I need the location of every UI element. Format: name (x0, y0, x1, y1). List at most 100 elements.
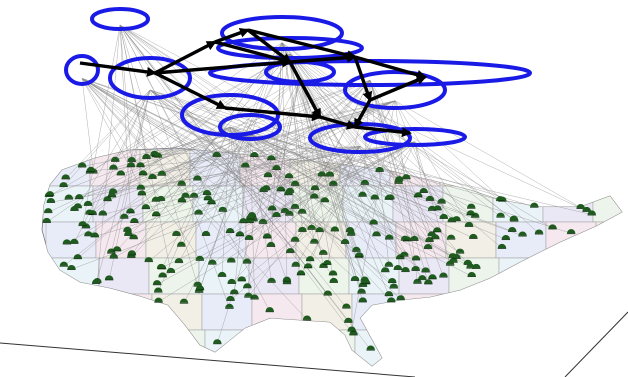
backbone-arrow (214, 28, 250, 44)
half-disc-icon (59, 182, 68, 188)
half-disc-icon (360, 279, 370, 285)
half-disc-icon (202, 190, 212, 196)
half-disc-icon (329, 180, 338, 186)
half-disc-icon (298, 226, 307, 232)
connector-line (77, 126, 231, 259)
connector-line (82, 24, 121, 226)
connector-line (249, 134, 471, 268)
half-disc-icon (305, 256, 315, 262)
half-disc-icon (45, 191, 55, 197)
half-disc-icon (419, 187, 428, 193)
state-region (601, 293, 622, 331)
half-disc-icon (218, 206, 227, 212)
half-disc-icon (508, 226, 517, 232)
state-region (501, 293, 553, 331)
half-disc-icon (227, 257, 236, 263)
half-disc-icon (263, 172, 273, 178)
connector-line (270, 42, 283, 247)
half-disc-icon (42, 217, 51, 223)
half-disc-icon (85, 209, 94, 215)
half-disc-icon (369, 219, 378, 225)
connector-line (250, 80, 371, 219)
half-disc-icon (384, 261, 394, 267)
half-disc-icon (381, 267, 390, 273)
connector-line (81, 78, 268, 238)
base-plane-edge (0, 342, 416, 377)
half-disc-icon (495, 196, 505, 202)
half-disc-icon (576, 203, 585, 209)
half-disc-icon (290, 203, 300, 209)
half-disc-icon (127, 250, 137, 256)
connector-line (299, 77, 334, 283)
connector-line (81, 78, 311, 261)
half-disc-icon (317, 171, 327, 177)
connector-line (88, 126, 231, 236)
connector-line (95, 89, 151, 284)
connector-line (248, 146, 361, 297)
half-disc-icon (329, 277, 338, 283)
half-disc-icon (111, 156, 120, 162)
state-region (498, 257, 550, 295)
connector-line (63, 77, 301, 267)
state-region (354, 329, 406, 366)
state-region (504, 329, 556, 366)
half-disc-icon (360, 179, 370, 185)
backbone-arrow (247, 28, 357, 60)
connector-line (394, 100, 470, 227)
half-disc-icon (91, 278, 101, 284)
half-disc-icon (213, 339, 222, 345)
connector-line (229, 126, 477, 269)
half-disc-icon (64, 194, 74, 200)
connector-line (134, 134, 251, 223)
connector-line (231, 146, 361, 284)
half-disc-icon (158, 272, 167, 278)
half-disc-icon (265, 307, 274, 313)
half-disc-icon (109, 253, 118, 259)
half-disc-icon (126, 162, 136, 168)
half-disc-icon (310, 185, 320, 191)
connector-line (81, 78, 523, 236)
connector-line (299, 77, 436, 239)
half-disc-icon (44, 208, 53, 214)
half-disc-icon (358, 191, 367, 197)
half-disc-icon (267, 277, 276, 283)
half-disc-icon (136, 162, 145, 168)
connector-line (262, 141, 416, 224)
connector-line (351, 141, 416, 236)
half-disc-icon (243, 283, 252, 289)
half-disc-icon (433, 205, 442, 211)
half-disc-icon (250, 294, 259, 300)
half-disc-icon (259, 186, 268, 192)
half-disc-icon (225, 303, 234, 309)
connector-line (281, 42, 438, 232)
state-region (92, 185, 144, 223)
half-disc-icon (201, 230, 211, 236)
connector-line (111, 133, 251, 197)
connector-line (229, 126, 288, 281)
connector-line (116, 53, 291, 251)
half-disc-icon (151, 196, 161, 202)
cluster-ring (363, 127, 467, 147)
cluster-ring (90, 7, 150, 31)
half-disc-icon (297, 208, 307, 214)
state-region (101, 293, 153, 331)
half-disc-icon (437, 198, 446, 204)
connector-line (149, 89, 334, 275)
half-disc-icon (340, 238, 350, 244)
connector-line (158, 141, 416, 303)
half-disc-icon (148, 173, 157, 179)
half-disc-icon (208, 259, 217, 265)
half-disc-icon (428, 274, 437, 280)
half-disc-icon (439, 213, 448, 219)
half-disc-icon (195, 255, 205, 261)
half-disc-icon (303, 263, 313, 269)
half-disc-icon (144, 257, 153, 263)
half-disc-icon (157, 170, 167, 176)
half-disc-icon (384, 291, 394, 297)
half-disc-icon (189, 192, 199, 198)
half-disc-icon (70, 238, 79, 244)
half-disc-icon (230, 289, 239, 295)
backbone-arrow (354, 125, 412, 138)
half-disc-icon (510, 216, 519, 222)
half-disc-icon (411, 255, 421, 261)
